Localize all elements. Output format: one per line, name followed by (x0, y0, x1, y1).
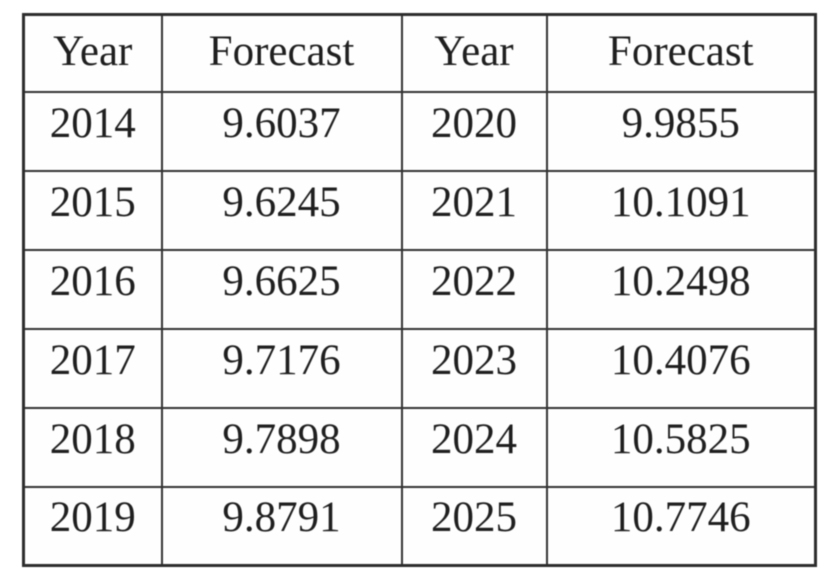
forecast-table-body: 2014 9.6037 2020 9.9855 2015 9.6245 2021… (22, 90, 817, 567)
header-cell-year-right: Year (400, 13, 548, 93)
forecast-cell: 9.6037 (160, 90, 403, 172)
table-row: 2014 9.6037 2020 9.9855 (22, 90, 817, 172)
forecast-cell: 9.6625 (160, 248, 403, 330)
year-cell: 2018 (22, 406, 163, 488)
year-cell: 2017 (22, 327, 163, 409)
forecast-table: Year Forecast Year Forecast 2014 9.6037 … (22, 13, 817, 567)
year-cell: 2023 (400, 327, 548, 409)
forecast-cell: 9.9855 (545, 90, 817, 172)
year-cell: 2020 (400, 90, 548, 172)
table-row: 2018 9.7898 2024 10.5825 (22, 406, 817, 488)
forecast-cell: 10.1091 (545, 169, 817, 251)
header-cell-forecast-left: Forecast (160, 13, 403, 93)
year-cell: 2021 (400, 169, 548, 251)
year-cell: 2016 (22, 248, 163, 330)
forecast-cell: 9.7176 (160, 327, 403, 409)
year-cell: 2024 (400, 406, 548, 488)
forecast-cell: 9.7898 (160, 406, 403, 488)
year-cell: 2015 (22, 169, 163, 251)
forecast-cell: 9.6245 (160, 169, 403, 251)
table-row: 2017 9.7176 2023 10.4076 (22, 327, 817, 409)
forecast-cell: 10.2498 (545, 248, 817, 330)
header-cell-forecast-right: Forecast (545, 13, 817, 93)
header-cell-year-left: Year (22, 13, 163, 93)
year-cell: 2022 (400, 248, 548, 330)
forecast-cell: 10.5825 (545, 406, 817, 488)
table-row: 2019 9.8791 2025 10.7746 (22, 485, 817, 567)
year-cell: 2014 (22, 90, 163, 172)
forecast-cell: 10.7746 (545, 485, 817, 567)
forecast-cell: 9.8791 (160, 485, 403, 567)
header-row: Year Forecast Year Forecast (22, 13, 817, 93)
table-row: 2015 9.6245 2021 10.1091 (22, 169, 817, 251)
table-row: 2016 9.6625 2022 10.2498 (22, 248, 817, 330)
year-cell: 2025 (400, 485, 548, 567)
forecast-cell: 10.4076 (545, 327, 817, 409)
year-cell: 2019 (22, 485, 163, 567)
forecast-table-header: Year Forecast Year Forecast (22, 13, 817, 93)
